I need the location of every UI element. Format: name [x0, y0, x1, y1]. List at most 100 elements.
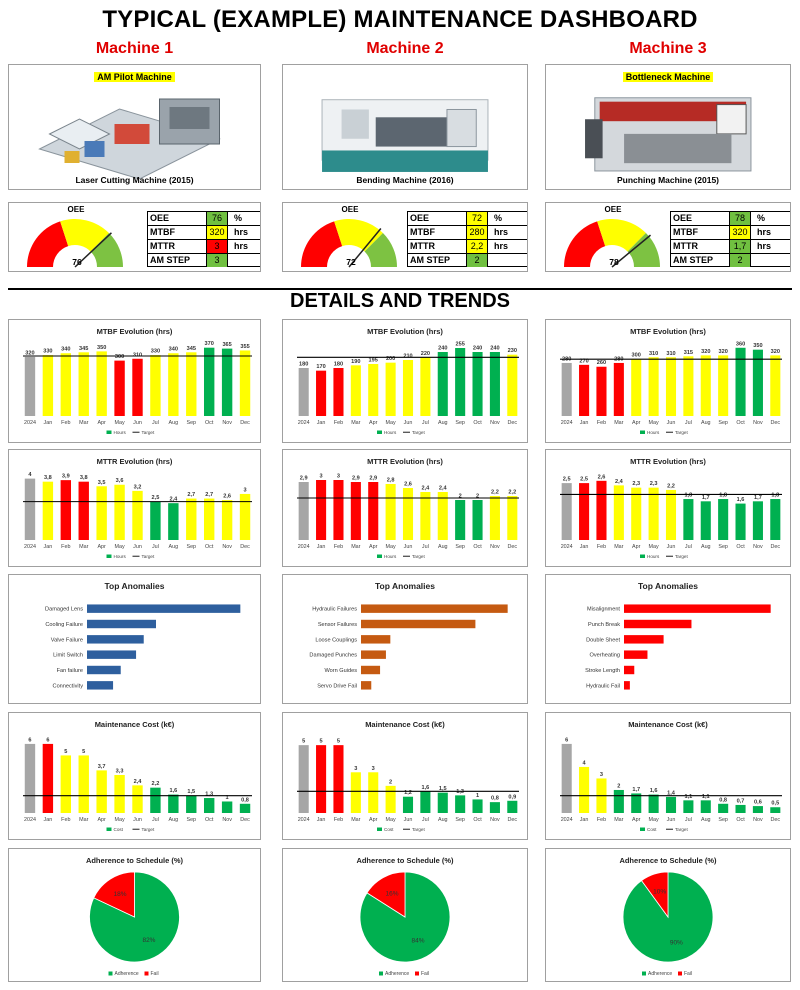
chart-title: Top Anomalies [375, 581, 435, 591]
data-label: 3 [354, 766, 357, 772]
legend-label: Hours [114, 554, 127, 559]
machine-caption: Laser Cutting Machine (2015) [75, 175, 194, 185]
kpi-row-amstep: AM STEP 3 [148, 254, 260, 268]
bar [561, 362, 572, 416]
bar [624, 681, 630, 690]
tick-label: Sep [718, 544, 728, 550]
bar [420, 791, 431, 813]
kpi-label-amstep: AM STEP [150, 255, 191, 265]
bar [298, 482, 309, 540]
bar [24, 356, 36, 416]
bar [579, 364, 590, 416]
oee-gauge [564, 219, 660, 268]
tick-label: Feb [334, 544, 343, 550]
bar-chart: MTBF Evolution (hrs) 180 2024 170 Jan 180 Feb 1… [297, 327, 519, 435]
data-label: 3,5 [98, 480, 106, 486]
data-label: 180 [334, 362, 343, 368]
legend-label: Target [412, 554, 425, 559]
kpi-row-mtbf: MTBF 280 hrs [408, 226, 527, 240]
kpi-label-mtbf: MTBF [150, 227, 175, 237]
bar [361, 604, 508, 613]
tick-label: Mar [79, 420, 88, 426]
tick-label: Apr [632, 420, 641, 426]
bar [683, 356, 694, 416]
tick-label: May [386, 817, 396, 823]
data-label: 3 [600, 772, 603, 778]
chart-card: Maintenance Cost (k€) 6 2024 6 Jan 5 Feb 5 Mar 3,… [8, 712, 261, 840]
machine-tag: AM Pilot Machine [9, 67, 260, 85]
legend-swatch-bars [106, 554, 112, 558]
category-label: Loose Couplings [315, 637, 357, 643]
machine-illustration [585, 97, 752, 172]
bar [624, 665, 635, 675]
bar [489, 352, 500, 416]
bar [631, 487, 642, 540]
bar [87, 604, 241, 613]
data-label: 0,6 [754, 800, 762, 806]
legend-swatch-bars [106, 430, 112, 434]
chart-card: MTBF Evolution (hrs) 180 2024 170 Jan 180 Feb 1… [282, 319, 528, 443]
kpi-row-mttr: MTTR 1,7 hrs [671, 240, 790, 254]
tick-label: Dec [240, 544, 250, 550]
legend-label: Target [142, 827, 155, 832]
slice-label: 82% [142, 937, 155, 944]
data-label: 3,6 [116, 478, 124, 484]
kpi-value-mttr: 3 [206, 240, 228, 253]
bar [683, 800, 694, 813]
kpi-table: OEE 72% MTBF 280 hrs MTTR 2,2 hrs AM STEP 2 [407, 211, 527, 268]
tick-label: Sep [718, 420, 728, 426]
bar [735, 503, 746, 540]
slice-label: 10% [653, 888, 666, 895]
bar [683, 499, 694, 540]
data-label: 360 [736, 341, 745, 347]
legend-label: Cost [647, 827, 657, 832]
bar [150, 501, 161, 540]
legend-swatch [415, 971, 419, 976]
kpi-row-amstep: AM STEP 2 [408, 254, 527, 268]
data-label: 1,3 [456, 789, 464, 795]
legend-label: Hours [647, 430, 660, 435]
pie-chart: Adherence to Schedule (%) 82% 18% Adherence… [86, 856, 184, 977]
tick-label: Jun [133, 420, 142, 426]
data-label: 0,8 [719, 797, 727, 803]
bar [24, 743, 36, 813]
bar [168, 794, 179, 813]
bar [455, 348, 466, 416]
tick-label: Oct [736, 544, 745, 550]
tick-label: Jan [317, 544, 326, 550]
data-label: 1,8 [684, 493, 692, 499]
chart-title: Adherence to Schedule (%) [356, 856, 454, 865]
gauge-red-band [27, 221, 69, 267]
tick-label: Aug [169, 420, 179, 426]
data-label: 195 [369, 358, 378, 364]
kpi-label-mttr: MTTR [150, 241, 175, 251]
gauge-value: 72 [346, 257, 356, 267]
kpi-label-amstep: AM STEP [673, 255, 714, 265]
bar [489, 496, 500, 540]
tick-label: Oct [473, 544, 482, 550]
bar [665, 357, 677, 416]
kpi-unit-mtbf: hrs [234, 227, 249, 237]
tick-label: Jun [404, 544, 413, 550]
data-label: 1,1 [684, 794, 692, 800]
machine-image [321, 99, 489, 172]
machine-image [585, 97, 752, 172]
bar [489, 802, 500, 813]
data-label: 1,3 [205, 792, 213, 798]
tick-label: Dec [240, 420, 250, 426]
legend-label: Fail [684, 971, 692, 977]
bar [561, 483, 572, 540]
bar [624, 604, 771, 613]
tick-label: Sep [455, 544, 465, 550]
pie-slice [640, 871, 669, 919]
bar [613, 789, 624, 813]
tick-label: Sep [718, 817, 728, 823]
tick-label: Mar [351, 544, 360, 550]
bar [42, 355, 54, 416]
category-label: Connectivity [53, 683, 84, 689]
tick-label: May [386, 420, 396, 426]
tick-label: Aug [701, 817, 711, 823]
legend-label: Cost [114, 827, 124, 832]
pie-slice [93, 871, 135, 918]
legend-label: Adherence [115, 971, 139, 977]
